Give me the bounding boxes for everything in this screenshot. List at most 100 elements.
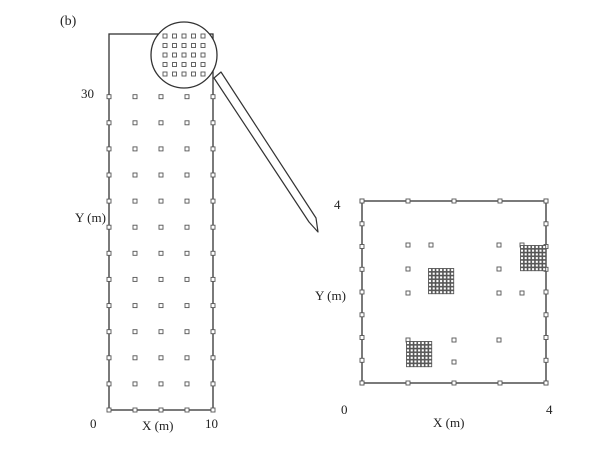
cluster-sensor [450,282,455,287]
cluster-sensor [406,344,410,349]
sensor-point [184,329,190,335]
cluster-sensor [442,290,447,295]
cluster-sensor [417,341,422,345]
sensor-point [132,355,138,361]
sensor-point [132,276,138,282]
sensor-point [210,94,216,100]
magnified-sensor-point [162,33,168,39]
cluster-sensor [527,252,532,257]
cluster-sensor [406,363,410,368]
sensor-point [106,276,112,282]
cluster-sensor [424,355,429,360]
cluster-sensor [527,267,532,272]
sensor-point [158,250,164,256]
cluster-sensor [428,352,433,357]
cluster-sensor [417,344,422,349]
right-x-tick-4: 4 [546,402,553,417]
sensor-point [106,407,112,413]
cluster-sensor [523,245,528,249]
sensor-point [158,381,164,387]
sensor-point [184,250,190,256]
cluster-sensor [420,359,425,364]
cluster-sensor [450,286,455,291]
sensor-point [210,172,216,178]
magnified-sensor-point [191,71,196,77]
cluster-sensor [417,352,422,357]
cluster-sensor [523,252,528,257]
sensor-point [184,198,190,204]
cluster-sensor [439,275,444,280]
magnified-sensor-point [200,62,206,67]
magnified-sensor-point [200,71,206,77]
cluster-sensor [420,355,425,360]
sensor-point [184,94,190,100]
left-x-label: X (m) [142,418,173,433]
sensor-point [184,407,190,413]
magnified-sensor-point [191,52,196,58]
sensor-point [132,198,138,204]
sensor-point [210,198,216,204]
magnified-sensor-point [200,43,206,48]
sensor-point [106,120,112,126]
right-plot: 4 Y (m) 0 X (m) 4 [315,197,553,430]
cluster-sensor [417,359,422,364]
cluster-sensor [439,286,444,291]
cluster-sensor [531,256,536,261]
cluster-sensor [435,279,440,284]
cluster-sensor [520,256,524,261]
sensor-point [210,146,216,152]
cluster-sensor [531,267,536,272]
cluster-sensor [534,259,539,264]
magnified-sensor-point [191,43,196,48]
boundary-sensor [359,357,365,363]
cluster-sensor [409,344,414,349]
interior-sensor [519,290,525,296]
cluster-sensor [531,259,536,264]
cluster-sensor [542,263,547,268]
cluster-sensor [542,245,547,249]
sensor-point [106,198,112,204]
left-x-tick-10: 10 [205,416,218,431]
cluster-sensor [428,279,432,284]
magnified-sensor-point [172,43,177,48]
cluster-sensor [428,290,432,295]
boundary-sensor [359,289,365,295]
cluster-sensor [428,348,433,353]
sensor-point [158,303,164,309]
boundary-sensor [543,198,549,204]
sensor-point [132,303,138,309]
magnified-sensor-point [191,33,196,39]
left-x-tick-0: 0 [90,416,97,431]
interior-sensor [451,359,457,365]
cluster-sensor [520,267,524,272]
magnified-sensor-grid [162,33,206,77]
sensor-point [106,224,112,230]
magnified-sensor-point [200,52,206,58]
cluster-sensor [413,344,418,349]
sensor-point [210,303,216,309]
sensor-point [210,120,216,126]
cluster-sensor [428,286,432,291]
cluster-sensor [424,348,429,353]
left-y-tick-30: 30 [81,86,94,101]
cluster-sensor [442,282,447,287]
cluster-sensor [431,286,436,291]
sensor-point [184,146,190,152]
sensor-point [184,120,190,126]
cluster-sensor [406,341,410,345]
boundary-sensor [359,198,365,204]
cluster-sensor [413,348,418,353]
interior-sensor [428,242,434,248]
right-y-label: Y (m) [315,288,346,303]
left-y-label: Y (m) [75,210,106,225]
magnified-sensor-point [162,52,168,58]
cluster-sensor [435,286,440,291]
sensor-point [106,146,112,152]
magnified-sensor-point [172,62,177,67]
boundary-sensor [543,380,549,386]
cluster-sensor [424,341,429,345]
cluster-sensor [523,248,528,253]
cluster-sensor [527,248,532,253]
sensor-point [106,94,112,100]
cluster-sensor [520,248,524,253]
